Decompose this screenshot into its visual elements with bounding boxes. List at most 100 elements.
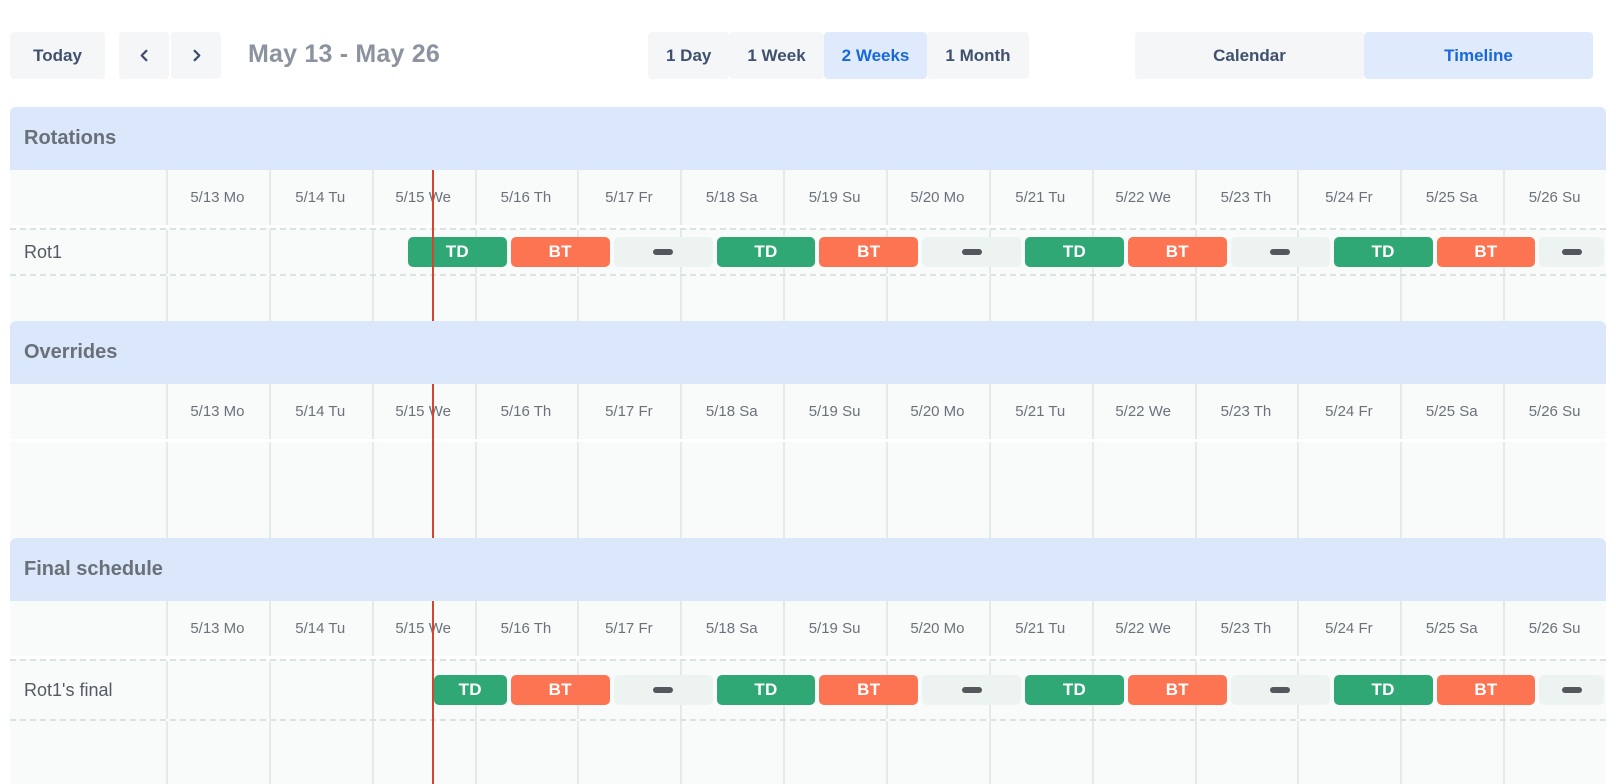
empty-shift-track <box>613 675 713 705</box>
grid-column-line <box>1297 721 1300 784</box>
schedule-timeline: Rotations 5/13 Mo 5/14 Tu 5/15 We 5/16 Th 5/… <box>10 107 1606 784</box>
row-label <box>10 442 166 538</box>
section-title: Final schedule <box>24 558 163 580</box>
row-grid <box>166 442 1606 538</box>
date-header-cell: 5/13 Mo <box>190 403 245 420</box>
shift-bar-td[interactable]: TD <box>716 237 816 267</box>
grid-column-line <box>988 384 991 439</box>
grid-column-line <box>166 384 168 439</box>
schedule-row: Rot1's final TD BT TD BT TD BT TD BT <box>10 659 1606 719</box>
grid-column-line <box>783 384 786 439</box>
grid-column-line <box>680 170 683 225</box>
view-option-1-month[interactable]: 1 Month <box>927 32 1029 79</box>
grid-column-line <box>268 230 271 274</box>
date-header-cell: 5/18 Sa <box>705 403 758 420</box>
grid-column-line <box>371 384 374 439</box>
grid-column-line <box>680 384 683 439</box>
mode-option-timeline[interactable]: Timeline <box>1364 32 1593 79</box>
row-label <box>10 276 166 321</box>
shift-bar-bt[interactable]: BT <box>510 237 610 267</box>
row-grid: TD BT TD BT TD BT TD BT <box>166 230 1606 274</box>
grid-column-line <box>474 442 477 538</box>
grid-column-line <box>371 230 374 274</box>
shift-bar-bt[interactable]: BT <box>1436 237 1536 267</box>
view-option-1-day[interactable]: 1 Day <box>648 32 730 79</box>
date-header-cell: 5/14 Tu <box>295 403 346 420</box>
next-period-button[interactable] <box>171 32 221 79</box>
chevron-right-icon <box>189 48 204 63</box>
empty-shift-track <box>1230 675 1330 705</box>
section-title: Rotations <box>24 127 117 149</box>
date-header-row: 5/13 Mo 5/14 Tu 5/15 We 5/16 Th 5/17 Fr 5/18 … <box>10 601 1606 656</box>
shift-bar-td[interactable]: TD <box>1333 237 1433 267</box>
grid-column-line <box>1297 384 1300 439</box>
date-header-cell: 5/19 Su <box>808 403 861 420</box>
shift-bar-bt[interactable]: BT <box>510 675 610 705</box>
toolbar: Today May 13 - May 26 1 Day 1 Week 2 Weeks… <box>0 0 1616 80</box>
row-label <box>10 721 166 784</box>
date-header-cell: 5/21 Tu <box>1015 403 1066 420</box>
date-header-cell: 5/26 Su <box>1528 620 1581 637</box>
date-header-cell: 5/23 Th <box>1220 403 1272 420</box>
shift-bar-bt[interactable]: BT <box>819 237 919 267</box>
grid-column-line <box>783 276 786 321</box>
grid-column-line <box>1503 442 1506 538</box>
grid-column-line <box>1091 442 1094 538</box>
grid-column-line <box>988 601 991 656</box>
no-oncall-dash-icon <box>1270 687 1291 693</box>
grid-column-line <box>166 442 168 538</box>
shift-bar-td[interactable]: TD <box>716 675 816 705</box>
spacer-row <box>10 274 1606 321</box>
grid-column-line <box>886 384 888 439</box>
prev-period-button[interactable] <box>119 32 169 79</box>
chevron-left-icon <box>137 48 152 63</box>
grid-column-line <box>474 384 477 439</box>
no-oncall-dash-icon <box>961 687 982 693</box>
current-time-indicator <box>431 384 434 538</box>
empty-shift-track <box>613 237 713 267</box>
shift-bar-bt[interactable]: BT <box>1127 675 1227 705</box>
shift-bar-td[interactable]: TD <box>1025 675 1124 705</box>
date-header-cell: 5/25 Sa <box>1425 189 1478 206</box>
grid-column-line <box>1194 276 1197 321</box>
view-option-2-weeks[interactable]: 2 Weeks <box>823 32 928 79</box>
shift-bar-td[interactable]: TD <box>1333 675 1433 705</box>
section-rotations: Rotations 5/13 Mo 5/14 Tu 5/15 We 5/16 Th 5/… <box>10 107 1606 321</box>
date-nav-group <box>119 32 221 79</box>
date-header-cell: 5/20 Mo <box>910 403 965 420</box>
date-header-cell: 5/21 Tu <box>1015 189 1066 206</box>
grid-column-line <box>886 276 888 321</box>
grid-column-line <box>268 721 271 784</box>
no-oncall-dash-icon <box>961 249 982 255</box>
shift-bar-td[interactable]: TD <box>407 237 507 267</box>
grid-column-line <box>1297 601 1300 656</box>
date-header-cell: 5/22 We <box>1115 403 1171 420</box>
grid-column-line <box>371 170 374 225</box>
grid-column-line <box>166 170 168 225</box>
shift-bar-bt[interactable]: BT <box>819 675 919 705</box>
date-header-cell: 5/13 Mo <box>190 189 245 206</box>
mode-option-calendar[interactable]: Calendar <box>1135 32 1364 79</box>
view-option-1-week[interactable]: 1 Week <box>729 32 824 79</box>
grid-column-line <box>371 661 374 719</box>
spacer-row <box>10 442 1606 538</box>
date-header-cell: 5/24 Fr <box>1325 189 1373 206</box>
grid-column-line <box>268 276 271 321</box>
grid-column-line <box>1400 276 1403 321</box>
grid-column-line <box>1503 384 1506 439</box>
shift-bar-td[interactable]: TD <box>1025 237 1124 267</box>
no-oncall-dash-icon <box>1270 249 1291 255</box>
grid-column-line <box>371 442 374 538</box>
shift-bar-bt[interactable]: BT <box>1436 675 1536 705</box>
grid-column-line <box>886 721 888 784</box>
grid-column-line <box>371 601 374 656</box>
shift-bar-td[interactable]: TD <box>433 675 507 705</box>
current-time-indicator <box>431 601 434 784</box>
date-header-cell: 5/20 Mo <box>910 189 965 206</box>
grid-column-line <box>783 170 786 225</box>
date-header-cell: 5/22 We <box>1115 189 1171 206</box>
grid-column-line <box>1400 721 1403 784</box>
shift-bar-bt[interactable]: BT <box>1127 237 1227 267</box>
today-button[interactable]: Today <box>10 32 105 79</box>
grid-column-line <box>1091 276 1094 321</box>
